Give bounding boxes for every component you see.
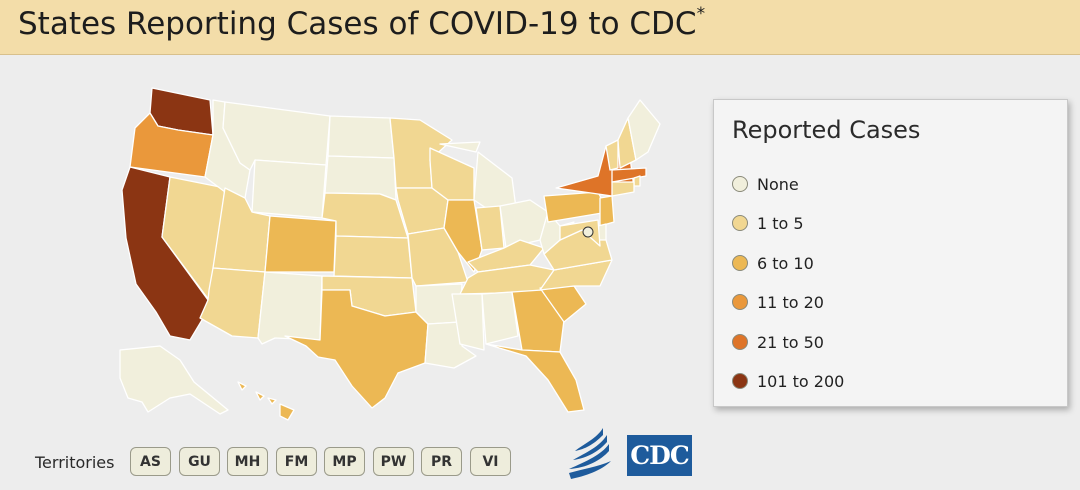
state-fl[interactable] — [485, 343, 585, 413]
legend-item: None — [732, 172, 799, 196]
legend-swatch — [732, 176, 748, 192]
state-co[interactable] — [264, 215, 337, 273]
state-mt[interactable] — [222, 101, 331, 171]
cdc-logo: CDC — [627, 435, 692, 476]
state-dc-marker[interactable] — [582, 226, 594, 238]
state-nc[interactable] — [539, 259, 613, 291]
state-ct[interactable] — [611, 181, 635, 197]
legend-label: None — [757, 174, 799, 194]
state-ks[interactable] — [333, 235, 413, 279]
legend-item: 101 to 200 — [732, 369, 844, 393]
legend-swatch — [732, 255, 748, 271]
state-ms[interactable] — [451, 293, 485, 351]
legend-label: 11 to 20 — [757, 292, 824, 312]
state-nd[interactable] — [327, 115, 395, 159]
page-title: States Reporting Cases of COVID-19 to CD… — [18, 3, 706, 42]
legend-label: 1 to 5 — [757, 213, 804, 233]
state-md[interactable] — [559, 219, 601, 247]
state-ga[interactable] — [511, 289, 565, 353]
territory-button-vi[interactable]: VI — [470, 447, 511, 476]
state-wi[interactable] — [429, 147, 475, 201]
legend-item: 6 to 10 — [732, 251, 814, 275]
legend-swatch — [732, 215, 748, 231]
legend-panel: Reported Cases None 1 to 5 6 to 10 11 to 20… — [713, 99, 1068, 407]
title-asterisk: * — [696, 3, 706, 24]
territory-button-gu[interactable]: GU — [179, 447, 220, 476]
territory-button-fm[interactable]: FM — [276, 447, 317, 476]
state-ri[interactable] — [633, 175, 641, 187]
state-me[interactable] — [627, 99, 661, 161]
legend-swatch — [732, 294, 748, 310]
territories-label: Territories — [35, 453, 115, 472]
legend-label: 21 to 50 — [757, 332, 824, 352]
legend-swatch — [732, 334, 748, 350]
legend-item: 11 to 20 — [732, 290, 824, 314]
legend-swatch — [732, 373, 748, 389]
territory-button-mp[interactable]: MP — [324, 447, 365, 476]
state-nm[interactable] — [257, 271, 323, 345]
territory-button-pw[interactable]: PW — [373, 447, 414, 476]
state-ma[interactable] — [611, 167, 647, 183]
page-header: States Reporting Cases of COVID-19 to CD… — [0, 0, 1080, 55]
territory-button-mh[interactable]: MH — [227, 447, 268, 476]
state-hi[interactable] — [237, 381, 295, 421]
us-map — [119, 87, 661, 421]
legend-title: Reported Cases — [732, 116, 921, 144]
state-ak[interactable] — [119, 345, 229, 415]
legend-label: 101 to 200 — [757, 371, 845, 391]
state-al[interactable] — [481, 291, 519, 345]
legend-item: 21 to 50 — [732, 330, 824, 354]
state-tx[interactable] — [284, 289, 429, 409]
legend-label: 6 to 10 — [757, 253, 814, 273]
state-pa[interactable] — [543, 191, 609, 223]
legend-item: 1 to 5 — [732, 211, 804, 235]
state-vt[interactable] — [605, 139, 619, 171]
state-nj[interactable] — [599, 195, 615, 227]
state-wy[interactable] — [251, 159, 327, 219]
territory-button-as[interactable]: AS — [130, 447, 171, 476]
territory-button-pr[interactable]: PR — [421, 447, 462, 476]
hhs-eagle-icon — [569, 428, 611, 479]
